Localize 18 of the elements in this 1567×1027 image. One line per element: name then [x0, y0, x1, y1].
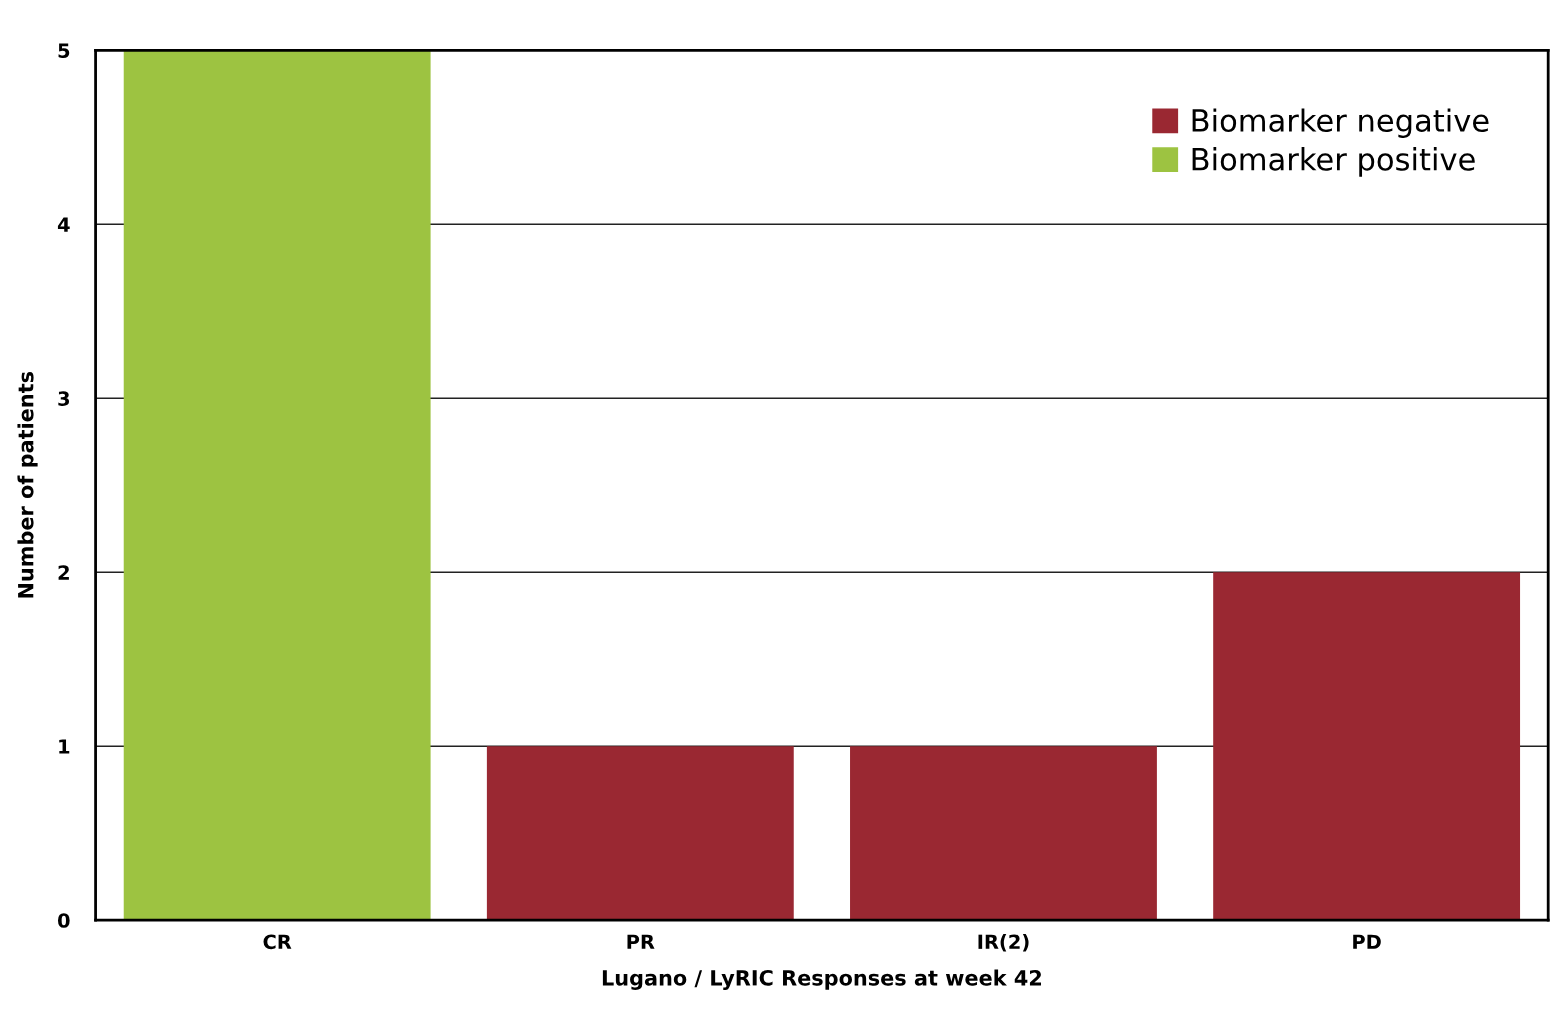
bar [1213, 572, 1521, 921]
y-axis-title: Number of patients [17, 371, 38, 598]
bar [486, 746, 794, 921]
bar [850, 746, 1157, 921]
y-tick-label: 3 [58, 391, 70, 406]
y-tick-label: 4 [57, 217, 70, 232]
x-tick-label: CR [263, 934, 292, 950]
y-tick-label: 5 [58, 43, 70, 58]
x-axis-title: Lugano / LyRIC Responses at week 42 [602, 969, 1041, 990]
y-tick-label: 2 [58, 565, 69, 580]
x-tick-label: PR [627, 934, 655, 949]
x-tick-label: IR(2) [978, 934, 1029, 952]
legend-label: Biomarker negative [1192, 108, 1489, 138]
bar [123, 50, 431, 921]
y-tick-label: 0 [57, 913, 70, 928]
x-tick-label: PD [1353, 934, 1381, 949]
legend-label: Biomarker positive [1192, 147, 1475, 177]
y-tick-label: 1 [59, 739, 70, 754]
